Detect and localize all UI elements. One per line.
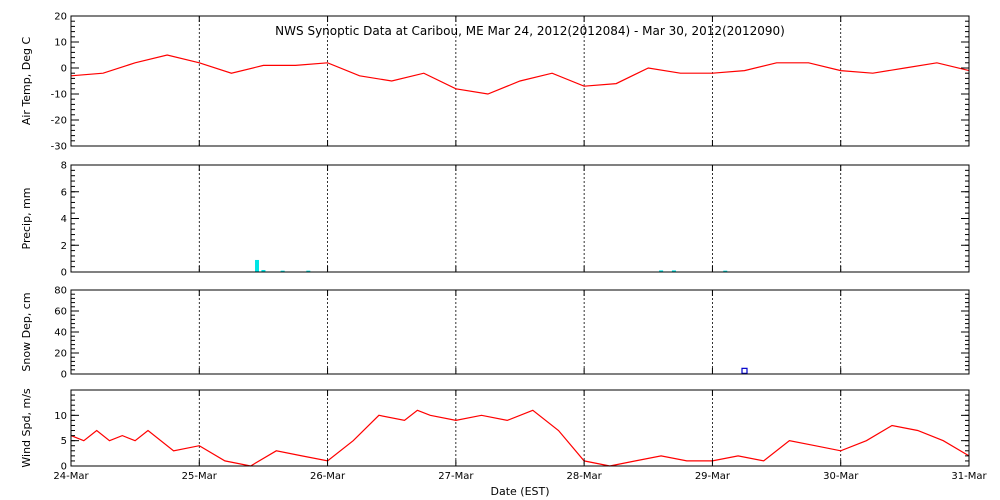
chart-title: NWS Synoptic Data at Caribou, ME Mar 24,… [275, 24, 785, 38]
y-tick-label: -10 [51, 90, 67, 101]
panel-snow: 80 60 40 20 0 Snow Dep, cm [20, 286, 970, 381]
air_temp-line [70, 54, 970, 95]
panel-frame [70, 289, 970, 375]
panel-frame [70, 15, 970, 147]
panel-air_temp: 20 10 0 -10 -20 -30 Air Temp, Deg C [20, 12, 970, 153]
y-tick-label: -30 [51, 142, 67, 153]
panel-precip: 8 6 4 2 0 Precip, mm [20, 161, 970, 279]
precip-bar [255, 259, 260, 272]
y-tick-label: 10 [54, 411, 67, 422]
precip-bar [280, 270, 285, 273]
y-tick-label: 0 [61, 268, 67, 279]
precip-bar [261, 269, 266, 272]
panel-frame [70, 164, 970, 273]
y-tick-label: -20 [51, 116, 67, 127]
y-axis-title-snow: Snow Dep, cm [20, 292, 33, 371]
y-tick-label: 40 [54, 328, 67, 339]
snow-point [741, 367, 748, 374]
x-tick-label: 25-Mar [182, 471, 218, 482]
wind-line [70, 409, 970, 467]
precip-bar [659, 270, 664, 272]
x-tick-label: 29-Mar [695, 471, 731, 482]
y-axis-title-wind: Wind Spd, m/s [20, 388, 33, 468]
precip-bar [306, 270, 311, 273]
y-tick-label: 20 [54, 349, 67, 360]
y-tick-label: 80 [54, 286, 67, 297]
y-tick-label: 8 [61, 161, 67, 172]
y-tick-label: 4 [61, 214, 67, 225]
x-tick-label: 26-Mar [310, 471, 346, 482]
y-tick-label: 6 [61, 187, 67, 198]
y-tick-label: 5 [61, 436, 67, 447]
x-axis-title: Date (EST) [490, 485, 549, 498]
x-tick-label: 24-Mar [53, 471, 89, 482]
panel-frame [70, 389, 970, 467]
y-axis-title-air_temp: Air Temp, Deg C [20, 37, 33, 126]
y-tick-label: 60 [54, 307, 67, 318]
precip-bar [671, 270, 676, 272]
y-tick-label: 10 [54, 38, 67, 49]
panel-wind: 10 5 0 Wind Spd, m/s [20, 388, 970, 473]
y-tick-label: 0 [61, 462, 67, 473]
y-axis-title-precip: Precip, mm [20, 188, 33, 250]
x-tick-label: 31-Mar [951, 471, 987, 482]
precip-bar [723, 270, 728, 273]
y-tick-label: 0 [61, 64, 67, 75]
x-tick-label: 30-Mar [823, 471, 859, 482]
y-tick-label: 20 [54, 12, 67, 23]
x-tick-label: 27-Mar [438, 471, 474, 482]
y-tick-label: 2 [61, 241, 67, 252]
y-tick-label: 0 [61, 370, 67, 381]
x-tick-label: 28-Mar [567, 471, 603, 482]
